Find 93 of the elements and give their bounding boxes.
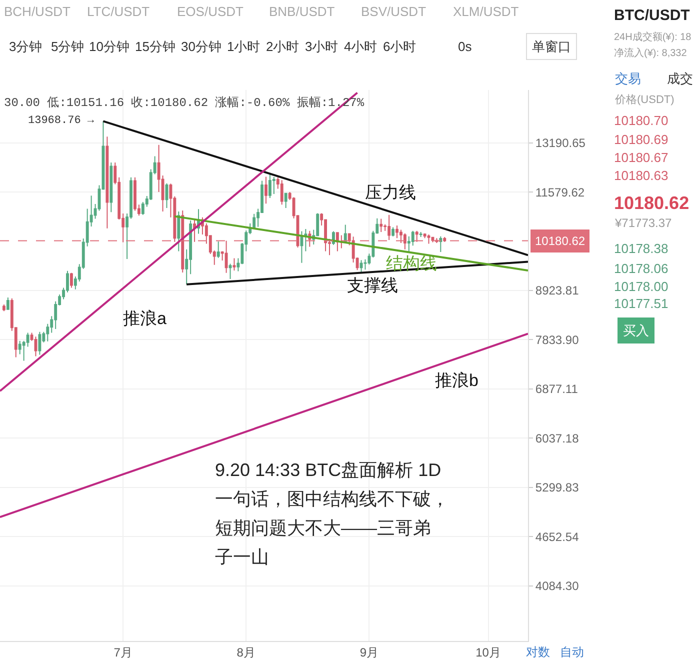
text: EOS/USDT: [177, 4, 244, 19]
candlestick: [38, 331, 42, 356]
annotation: 推浪b: [435, 371, 478, 390]
text: 10178.38: [614, 241, 668, 256]
text: BTC/USDT: [614, 7, 690, 24]
candlestick: [264, 176, 268, 204]
candlestick: [427, 234, 430, 244]
candlestick: [419, 231, 422, 238]
candlestick: [380, 218, 383, 232]
candlestick: [300, 230, 304, 264]
ref-line-label: 10180.62: [535, 234, 586, 248]
text: 10180.69: [614, 132, 668, 147]
y-tick-label: 5299.83: [535, 480, 580, 495]
candlestick: [280, 180, 284, 206]
candlestick: [177, 210, 180, 252]
candlestick: [232, 258, 236, 271]
text: ¥71773.37: [614, 216, 672, 230]
y-tick-label: 4084.30: [535, 579, 580, 594]
annotation: 9.20 14:33 BTC盘面解析 1D: [215, 460, 442, 480]
text: 交易: [615, 71, 641, 86]
text: 0s: [458, 39, 472, 54]
candlestick: [360, 260, 363, 273]
text: 买入: [623, 323, 649, 338]
y-tick-label: 8923.81: [535, 284, 580, 298]
candlestick: [228, 263, 232, 280]
candlestick: [106, 136, 109, 229]
text: 10178.00: [614, 279, 668, 294]
text: 10180.70: [614, 113, 668, 128]
candlestick: [70, 272, 73, 288]
candlestick: [6, 297, 10, 310]
text: 4小时: [344, 39, 378, 54]
text: 2小时: [266, 39, 300, 54]
text: LTC/USDT: [87, 4, 150, 19]
text: 对数: [526, 645, 550, 659]
y-tick-label: 13190.65: [535, 136, 586, 150]
text: 24H成交额(¥): 18: [614, 31, 692, 43]
text: 10178.06: [614, 261, 668, 276]
text: 10177.51: [614, 296, 668, 311]
candlestick: [224, 240, 228, 274]
candlestick: [388, 214, 391, 240]
candlestick: [392, 226, 394, 237]
text: 6小时: [383, 39, 416, 54]
candlestick: [181, 210, 184, 273]
candlestick: [134, 176, 136, 212]
candlestick: [216, 240, 220, 258]
candlestick: [268, 173, 272, 198]
annotation: 支撑线: [347, 276, 398, 295]
y-tick-label: 11579.62: [535, 185, 585, 200]
candlestick: [34, 336, 38, 357]
candlestick: [439, 236, 442, 253]
text: 30分钟: [181, 39, 222, 54]
candlestick: [340, 234, 343, 249]
text: BSV/USDT: [361, 4, 426, 19]
x-tick-label: 9月: [360, 645, 379, 660]
text: 单窗口: [532, 39, 571, 54]
text: BCH/USDT: [4, 4, 71, 19]
candlestick: [396, 224, 398, 239]
y-tick-label: 4652.54: [535, 530, 580, 544]
x-tick-label: 7月: [114, 645, 132, 660]
text: 10180.62: [614, 193, 690, 213]
text: 3小时: [305, 39, 338, 54]
candlestick: [272, 176, 276, 195]
text: 1小时: [227, 39, 260, 54]
text: XLM/USDT: [453, 4, 519, 19]
text: 净流入(¥): 8,332: [614, 47, 688, 59]
annotation: 压力线: [365, 183, 416, 202]
text: BNB/USDT: [269, 4, 335, 19]
y-tick-label: 7833.90: [535, 332, 580, 347]
text: 10180.67: [614, 150, 668, 165]
annotation: 推浪a: [123, 309, 167, 328]
text: 价格(USDT): [614, 94, 674, 106]
y-tick-label: 6877.11: [535, 382, 578, 396]
annotation: 一句话，图中结构线不下破，短期问题大不大——三哥弟子一山: [215, 489, 449, 567]
candlestick: [403, 232, 406, 250]
x-tick-label: 8月: [236, 645, 256, 660]
candlestick: [415, 230, 418, 242]
text: 5分钟: [51, 39, 84, 54]
text: 3分钟: [9, 39, 42, 54]
text: 10180.63: [614, 168, 668, 183]
y-tick-label: 6037.18: [535, 431, 580, 446]
candlestick: [165, 182, 168, 209]
candlestick: [110, 162, 113, 213]
text: 10分钟: [89, 39, 130, 54]
candlestick: [443, 236, 446, 242]
candlestick: [284, 192, 288, 209]
text: 15分钟: [135, 39, 176, 54]
annotation: 13968.76 →: [28, 115, 94, 127]
text: 自动: [560, 645, 584, 659]
x-tick-label: 10月: [476, 645, 501, 660]
text: 成交: [667, 71, 693, 86]
candlestick: [304, 228, 308, 252]
candlestick: [2, 304, 6, 312]
candlestick: [193, 219, 196, 242]
